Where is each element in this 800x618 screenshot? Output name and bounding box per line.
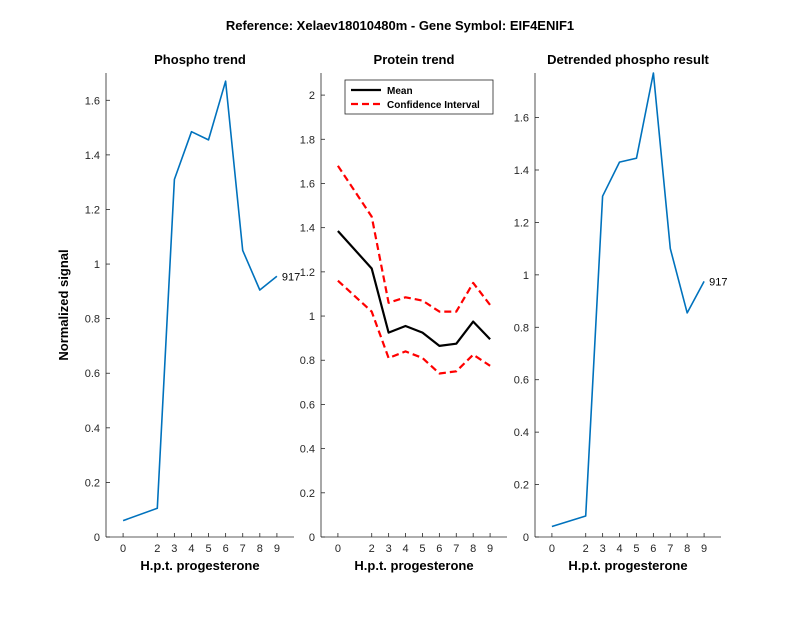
x-tick-label: 5 (205, 543, 211, 555)
x-tick-label: 4 (616, 543, 622, 555)
series-line-1 (337, 230, 491, 347)
y-tick-label: 1 (94, 259, 100, 271)
x-tick-label: 2 (154, 543, 160, 555)
y-tick-label: 0.4 (85, 423, 100, 435)
y-tick-label: 0.2 (85, 477, 100, 489)
panel-title: Detrended phospho result (547, 52, 709, 67)
y-tick-label: 0.6 (85, 368, 100, 380)
series-line-3 (337, 279, 491, 375)
y-tick-label: 0.4 (514, 427, 529, 439)
y-tick-label: 1.6 (514, 113, 529, 125)
legend-box (344, 79, 494, 115)
y-tick-label: 1.4 (514, 165, 529, 177)
y-tick-label: 0.8 (300, 355, 315, 367)
y-tick-label: 1.4 (85, 150, 100, 162)
x-tick-label: 7 (240, 543, 246, 555)
y-tick-label: 0.4 (300, 444, 315, 456)
x-tick-label: 9 (701, 543, 707, 555)
y-tick-label: 1 (523, 270, 529, 282)
point-annotation: 917 (282, 271, 300, 283)
x-tick-label: 8 (257, 543, 263, 555)
x-tick-label: 6 (650, 543, 656, 555)
x-tick-label: 0 (549, 543, 555, 555)
legend-label: Confidence Interval (387, 100, 480, 111)
x-tick-label: 7 (667, 543, 673, 555)
y-tick-label: 0 (94, 532, 100, 544)
y-tick-label: 0.6 (300, 399, 315, 411)
x-tick-label: 5 (633, 543, 639, 555)
x-tick-label: 5 (419, 543, 425, 555)
y-tick-label: 1.2 (514, 217, 529, 229)
y-tick-label: 0.2 (300, 488, 315, 500)
x-tick-label: 6 (223, 543, 229, 555)
series-line-1 (122, 80, 278, 522)
figure-title: Reference: Xelaev18010480m - Gene Symbol… (226, 18, 574, 33)
legend-label: Mean (387, 86, 413, 97)
panel-1: 0 0.2 0.4 0.6 0.8 1 1.2 1.4 1.6 0 2 3 4 5 6 7 8 9 Phospho … (56, 52, 300, 573)
series-line-2 (336, 165, 491, 313)
y-tick-label: 0.6 (514, 375, 529, 387)
y-tick-label: 1.6 (300, 178, 315, 190)
x-axis-label: H.p.t. progesterone (140, 558, 259, 573)
x-tick-label: 2 (369, 543, 375, 555)
x-tick-label: 3 (171, 543, 177, 555)
point-annotation: 917 (709, 276, 727, 288)
x-axis-label: H.p.t. progesterone (354, 558, 473, 573)
y-tick-label: 0.8 (514, 322, 529, 334)
y-tick-label: 0 (523, 532, 529, 544)
x-tick-label: 3 (600, 543, 606, 555)
y-axis-label: Normalized signal (56, 249, 71, 360)
y-tick-label: 0.8 (85, 314, 100, 326)
x-tick-label: 4 (188, 543, 194, 555)
y-tick-label: 2 (309, 90, 315, 102)
x-tick-label: 6 (436, 543, 442, 555)
x-tick-label: 8 (684, 543, 690, 555)
series-line-1 (551, 72, 705, 528)
y-tick-label: 1.2 (85, 204, 100, 216)
y-tick-label: 1.8 (300, 134, 315, 146)
y-tick-label: 0 (309, 532, 315, 544)
x-tick-label: 8 (470, 543, 476, 555)
x-tick-label: 3 (386, 543, 392, 555)
y-tick-label: 0.2 (514, 480, 529, 492)
x-tick-label: 7 (453, 543, 459, 555)
y-tick-label: 1.4 (300, 223, 315, 235)
x-axis-label: H.p.t. progesterone (568, 558, 687, 573)
x-tick-label: 9 (274, 543, 280, 555)
y-tick-label: 1 (309, 311, 315, 323)
x-tick-label: 4 (402, 543, 408, 555)
x-tick-label: 0 (120, 543, 126, 555)
panel-3: 0 0.2 0.4 0.6 0.8 1 1.2 1.4 1.6 0 2 3 4 5 6 7 8 9 Detrende… (514, 52, 728, 573)
panel-2: 00.20.40.60.811.21.41.61.820 2 3 4 5 6 7 8 9Prot… (300, 52, 507, 573)
y-tick-label: 1.2 (300, 267, 315, 279)
x-tick-label: 2 (583, 543, 589, 555)
panel-title: Phospho trend (154, 52, 246, 67)
y-tick-label: 1.6 (85, 95, 100, 107)
x-tick-label: 0 (335, 543, 341, 555)
panel-title: Protein trend (374, 52, 455, 67)
x-tick-label: 9 (487, 543, 493, 555)
